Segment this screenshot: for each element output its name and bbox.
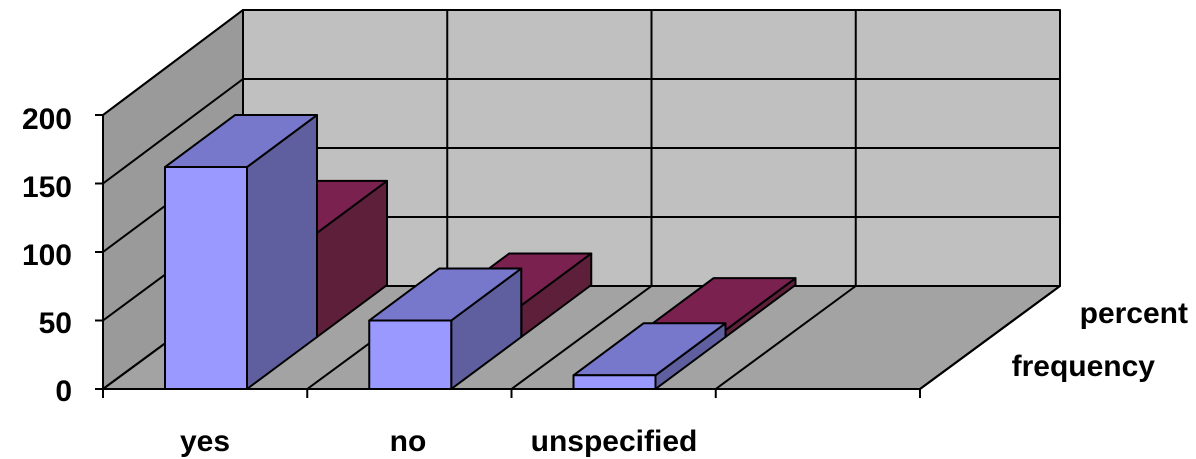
series-label-frequency: frequency (1012, 350, 1156, 383)
category-label-no: no (390, 425, 427, 458)
y-tick-label: 50 (39, 307, 72, 340)
depth-axis-line (919, 285, 1061, 390)
gridline-floor (715, 285, 857, 390)
bar-frequency-no-front (368, 319, 453, 390)
y-tick-label: 100 (22, 239, 72, 272)
x-axis-category-labels: yes no unspecified (180, 425, 697, 458)
y-axis-tick-labels: 0 50 100 150 200 (22, 103, 72, 408)
y-tick-label: 200 (22, 103, 72, 136)
series-label-percent: percent (1080, 297, 1188, 330)
y-tick-label: 150 (22, 171, 72, 204)
bar-frequency-yes-front (164, 166, 248, 390)
frequency-series (164, 114, 727, 390)
bar-frequency-unspecified-front (572, 374, 657, 390)
series-depth-labels: percent frequency (1012, 297, 1188, 383)
category-label-unspecified: unspecified (531, 425, 698, 458)
gridline-side (102, 78, 244, 185)
gridline-side (102, 9, 244, 116)
category-label-yes: yes (180, 425, 230, 458)
chart-axes (95, 114, 1061, 398)
gridline-floor (510, 285, 653, 390)
y-tick-label: 0 (55, 375, 72, 408)
